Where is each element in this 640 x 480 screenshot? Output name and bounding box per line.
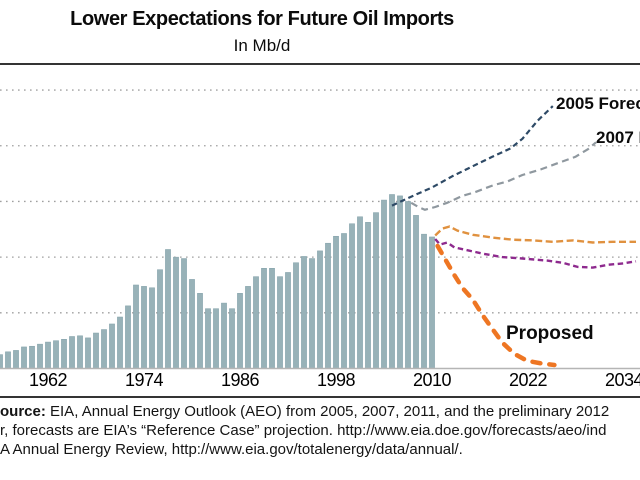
bar	[341, 233, 347, 369]
x-axis-tick: 1986	[220, 370, 260, 390]
chart-plot	[0, 89, 640, 370]
series-proposed	[435, 243, 557, 368]
bar	[197, 293, 203, 369]
bar	[293, 262, 299, 369]
bar	[189, 279, 195, 369]
bar	[405, 201, 411, 369]
bar	[5, 351, 11, 369]
bar	[253, 276, 259, 369]
x-axis-tick: 2034	[604, 370, 640, 390]
bar	[21, 346, 27, 369]
bar	[349, 223, 355, 369]
bar	[29, 345, 35, 369]
bar	[269, 268, 275, 369]
source-line-2: r, forecasts are EIA’s “Reference Case” …	[0, 422, 607, 439]
bar	[245, 286, 251, 369]
top-rule	[0, 63, 640, 65]
bar	[421, 233, 427, 369]
bar	[85, 337, 91, 369]
bar	[61, 339, 67, 369]
bar	[333, 235, 339, 369]
bar	[173, 256, 179, 369]
bar	[229, 308, 235, 369]
bar	[45, 341, 51, 369]
bar	[301, 256, 307, 369]
bar	[165, 249, 171, 369]
x-axis-tick: 2022	[508, 370, 548, 390]
bar	[357, 216, 363, 369]
bar	[157, 269, 163, 369]
bar	[397, 195, 403, 369]
bar	[141, 286, 147, 369]
chart-subtitle: In Mb/d	[233, 36, 291, 55]
series-preliminary-2012-aeo-forecast	[434, 238, 637, 269]
label-2005-forecast: 2005 Forecast	[556, 94, 640, 113]
bar	[309, 258, 315, 369]
series-2005-forecast	[391, 105, 554, 207]
bar	[117, 316, 123, 369]
bar	[261, 268, 267, 369]
bar	[181, 258, 187, 369]
bar	[381, 199, 387, 369]
bar	[237, 293, 243, 369]
bar	[149, 287, 155, 369]
source-line-3: A Annual Energy Review, http://www.eia.g…	[0, 441, 463, 458]
bar	[325, 242, 331, 369]
bar	[13, 350, 19, 369]
label-2007-forecast: 2007 Forecast	[596, 128, 640, 147]
bar	[125, 305, 131, 369]
bar	[101, 329, 107, 369]
label-proposed: Proposed	[506, 323, 594, 344]
bar	[429, 236, 435, 369]
bar	[69, 336, 75, 369]
series-2011-aeo-forecast	[434, 225, 636, 244]
bar	[205, 308, 211, 369]
bar	[213, 308, 219, 369]
x-axis-tick: 1998	[316, 370, 356, 390]
bar	[93, 332, 99, 369]
series-2007-forecast	[410, 141, 597, 211]
bar	[0, 354, 3, 369]
bar	[389, 194, 395, 369]
source-divider-rule	[0, 396, 640, 398]
bar	[285, 272, 291, 369]
source-label: ource:	[0, 403, 46, 420]
bar	[317, 250, 323, 369]
x-axis: 1962 1974 1986 1998 2010 2022 2034	[0, 370, 640, 392]
bar	[77, 335, 83, 369]
x-axis-tick: 1974	[124, 370, 164, 390]
source-note: ource: EIA, Annual Energy Outlook (AEO) …	[0, 402, 640, 459]
bar	[53, 340, 59, 369]
bar	[413, 215, 419, 369]
bar	[365, 222, 371, 369]
bar	[133, 284, 139, 369]
x-axis-tick: 1962	[28, 370, 68, 390]
bar	[37, 343, 43, 369]
bar	[277, 276, 283, 369]
bar	[373, 212, 379, 369]
x-axis-tick: 2010	[412, 370, 452, 390]
chart-title: Lower Expectations for Future Oil Import…	[70, 8, 454, 30]
bar	[109, 323, 115, 369]
bar	[221, 302, 227, 369]
source-line-1: ource: EIA, Annual Energy Outlook (AEO) …	[0, 403, 610, 420]
